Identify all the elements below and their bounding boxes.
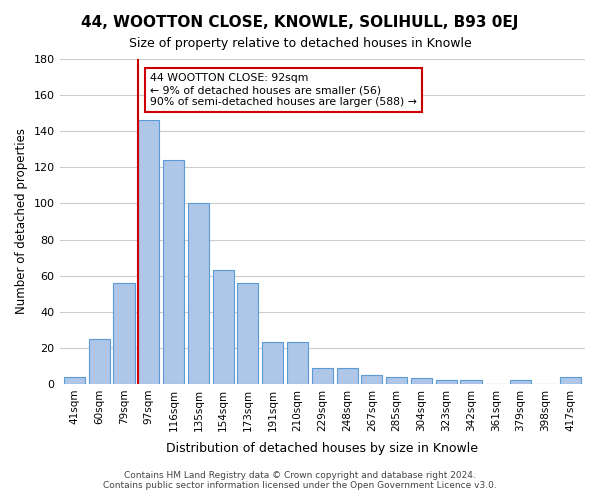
Bar (560, 376, 581, 384)
Y-axis label: Number of detached properties: Number of detached properties (15, 128, 28, 314)
Text: 44 WOOTTON CLOSE: 92sqm
← 9% of detached houses are smaller (56)
90% of semi-det: 44 WOOTTON CLOSE: 92sqm ← 9% of detached… (150, 74, 417, 106)
Bar (460, 380, 482, 384)
Bar (188, 204, 209, 384)
Text: Size of property relative to detached houses in Knowle: Size of property relative to detached ho… (128, 38, 472, 51)
Bar (163, 160, 184, 384)
Bar (361, 375, 382, 384)
Bar (262, 342, 283, 384)
Bar (287, 342, 308, 384)
Bar (113, 283, 134, 384)
Bar (312, 368, 333, 384)
Bar (411, 378, 432, 384)
Bar (212, 270, 233, 384)
Bar (89, 339, 110, 384)
Bar (386, 376, 407, 384)
Bar (138, 120, 160, 384)
X-axis label: Distribution of detached houses by size in Knowle: Distribution of detached houses by size … (166, 442, 478, 455)
Bar (436, 380, 457, 384)
Bar (238, 283, 259, 384)
Bar (337, 368, 358, 384)
Text: 44, WOOTTON CLOSE, KNOWLE, SOLIHULL, B93 0EJ: 44, WOOTTON CLOSE, KNOWLE, SOLIHULL, B93… (82, 15, 518, 30)
Bar (510, 380, 531, 384)
Bar (64, 376, 85, 384)
Text: Contains HM Land Registry data © Crown copyright and database right 2024.
Contai: Contains HM Land Registry data © Crown c… (103, 470, 497, 490)
